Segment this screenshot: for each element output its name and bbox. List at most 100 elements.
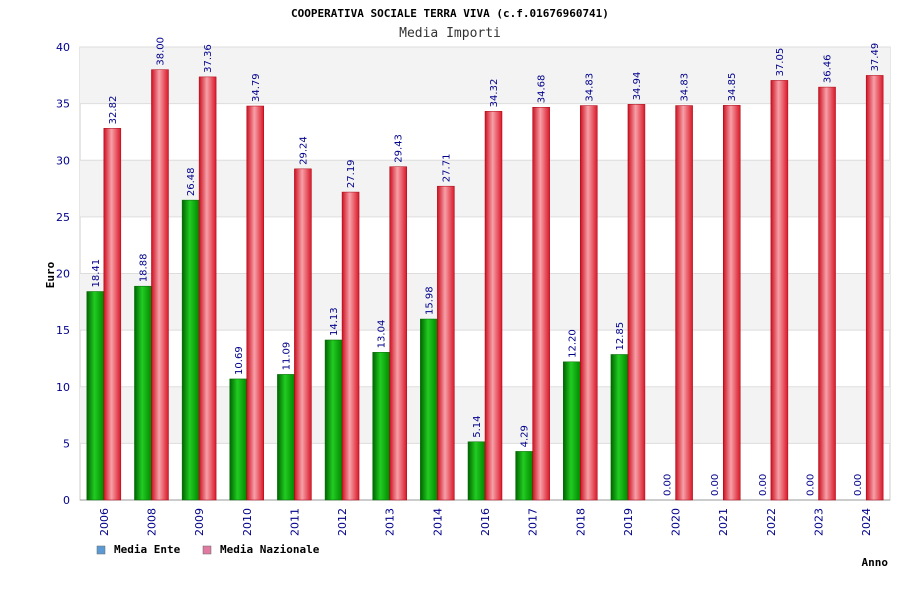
x-tick-label: 2011: [288, 508, 301, 536]
x-tick-label: 2010: [241, 508, 254, 536]
data-label: 12.85: [615, 322, 626, 351]
x-axis-ticks: 2006 2008 2009 2010 2011 2012 2013 2014 2016 2017…: [98, 508, 873, 536]
data-label: 37.05: [775, 48, 786, 77]
x-tick-label: 2016: [479, 508, 492, 536]
chart-subtitle: Media Importi: [399, 26, 501, 41]
x-axis-label: Anno: [862, 556, 889, 569]
data-label: 38.00: [155, 37, 166, 66]
data-label: 37.36: [203, 44, 214, 73]
y-tick-label: 40: [56, 41, 70, 54]
bar-media-nazionale: [341, 191, 360, 501]
bar-media-nazionale: [151, 69, 169, 501]
x-tick-label: 2006: [98, 508, 111, 536]
data-label: 34.94: [632, 72, 643, 101]
legend: Media Ente Media Nazionale: [96, 543, 320, 556]
y-tick-label: 5: [63, 437, 70, 450]
bar-media-nazionale: [627, 104, 646, 501]
data-label: 18.41: [91, 259, 102, 288]
y-tick-label: 20: [56, 268, 70, 281]
legend-label: Media Ente: [114, 543, 181, 556]
bar-media-ente: [324, 339, 343, 501]
chart-title: COOPERATIVA SOCIALE TERRA VIVA (c.f.0167…: [291, 7, 609, 20]
bar-media-ente: [372, 352, 390, 501]
bar-media-ente: [86, 291, 105, 501]
data-label: 11.09: [281, 342, 292, 371]
y-tick-label: 10: [56, 381, 70, 394]
bar-media-ente: [181, 199, 200, 501]
data-label: 26.48: [186, 167, 197, 196]
bar-media-ente: [610, 354, 629, 501]
data-label: 15.98: [424, 286, 435, 315]
bar-media-nazionale: [770, 80, 789, 501]
bar-media-nazionale: [580, 105, 598, 501]
data-label: 13.04: [377, 320, 388, 349]
legend-label: Media Nazionale: [220, 543, 320, 556]
bar-media-nazionale: [246, 105, 265, 501]
data-label: 14.13: [329, 307, 340, 336]
data-label: 34.83: [584, 73, 595, 102]
data-label: 36.46: [823, 54, 834, 83]
bar-media-ente: [134, 285, 152, 501]
data-label: 10.69: [234, 346, 245, 375]
bar-media-ente: [420, 318, 438, 501]
bar-media-nazionale: [865, 75, 884, 501]
bar-media-ente: [277, 374, 295, 501]
bar-media-nazionale: [818, 86, 836, 501]
y-axis-ticks: 0 5 10 15 20 25 30 35 40: [56, 41, 70, 507]
bar-media-nazionale: [198, 76, 217, 501]
data-label: 27.71: [441, 154, 452, 183]
data-label: 34.85: [727, 73, 738, 102]
x-tick-label: 2008: [145, 508, 158, 536]
data-label: 32.82: [108, 96, 119, 125]
x-tick-label: 2009: [193, 508, 206, 536]
bar-media-nazionale: [389, 166, 407, 501]
data-label: 37.49: [870, 43, 881, 72]
data-label: 4.29: [520, 425, 531, 447]
y-tick-label: 30: [56, 154, 70, 167]
data-label: 34.79: [251, 73, 262, 102]
y-axis-label: Euro: [44, 261, 57, 288]
x-tick-label: 2013: [384, 508, 397, 536]
data-label: 27.19: [346, 159, 357, 188]
bar-media-nazionale: [103, 128, 122, 501]
data-label: 0.00: [853, 474, 864, 496]
x-tick-label: 2021: [717, 508, 730, 536]
bar-media-nazionale: [484, 111, 503, 501]
x-tick-label: 2019: [622, 508, 635, 536]
x-tick-label: 2018: [574, 508, 587, 536]
x-tick-label: 2024: [860, 508, 873, 536]
legend-swatch: [202, 545, 212, 555]
data-label: 0.00: [806, 474, 817, 496]
y-tick-label: 25: [56, 211, 70, 224]
bar-media-ente: [515, 451, 533, 501]
data-label: 34.32: [489, 79, 500, 108]
x-tick-label: 2022: [765, 508, 778, 536]
data-labels: 18.41 32.82 18.88 38.00 26.48 37.36 10.69 34.79…: [91, 37, 881, 496]
data-label: 0.00: [710, 474, 721, 496]
y-tick-label: 15: [56, 324, 70, 337]
bar-media-nazionale: [675, 105, 693, 501]
x-tick-label: 2020: [670, 508, 683, 536]
data-label: 0.00: [663, 474, 674, 496]
legend-swatch: [96, 545, 106, 555]
bar-media-nazionale: [532, 106, 550, 501]
x-tick-label: 2017: [527, 508, 540, 536]
data-label: 18.88: [138, 254, 149, 283]
x-tick-label: 2014: [431, 508, 444, 536]
bar-media-nazionale: [437, 185, 455, 501]
data-label: 0.00: [758, 474, 769, 496]
bar-media-nazionale: [722, 105, 741, 501]
bar-media-ente: [229, 378, 248, 501]
bar-media-ente: [467, 441, 486, 501]
data-label: 12.20: [567, 329, 578, 358]
data-label: 29.24: [298, 136, 309, 165]
x-tick-label: 2012: [336, 508, 349, 536]
data-label: 29.43: [394, 134, 405, 163]
bar-media-ente: [563, 361, 581, 501]
data-label: 34.83: [680, 73, 691, 102]
bar-media-nazionale: [294, 168, 312, 501]
data-label: 34.68: [537, 75, 548, 104]
x-tick-label: 2023: [813, 508, 826, 536]
bars: [86, 69, 884, 501]
